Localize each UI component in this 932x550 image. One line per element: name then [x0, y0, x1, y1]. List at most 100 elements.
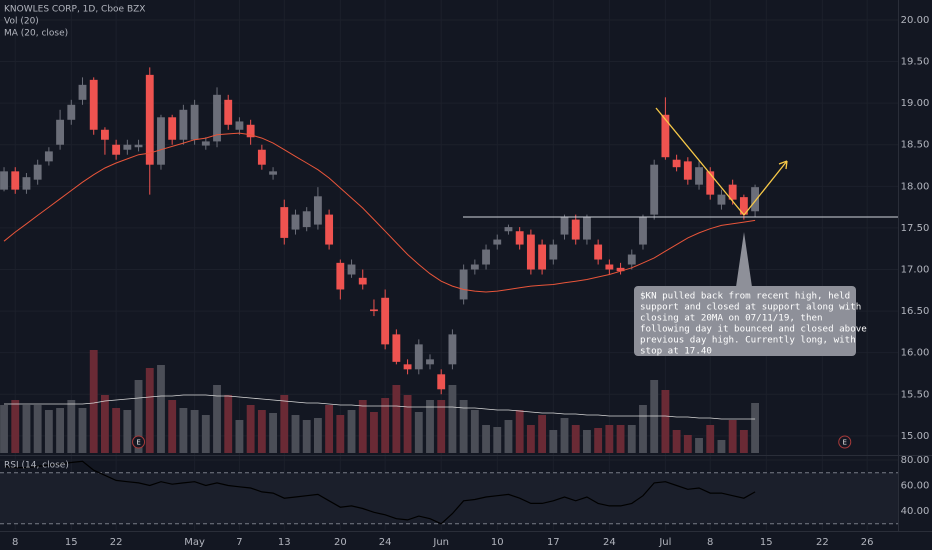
candle-body [134, 144, 143, 148]
candle-body [616, 267, 625, 272]
rsi-line [3, 460, 756, 525]
volume-bar [56, 408, 65, 453]
candle-body [11, 171, 20, 190]
volume-bar [414, 412, 423, 453]
annotation-line: support and closed at support along with [640, 302, 861, 313]
candle-body [381, 297, 390, 345]
x-tick-label: Jul [658, 537, 671, 548]
volume-bar [515, 410, 524, 453]
volume-bar [739, 430, 748, 453]
candle-body [504, 227, 513, 232]
volume-bar [78, 408, 87, 453]
candle-body [526, 234, 535, 270]
volume-bar [717, 440, 726, 453]
volume-bar [728, 420, 737, 453]
annotation-box [634, 286, 856, 356]
chart-title: KNOWLES CORP, 1D, Cboe BZX [4, 5, 145, 15]
volume-bar [280, 395, 289, 453]
rsi-tick-label: 80.00 [901, 455, 930, 466]
candle-body [0, 171, 8, 190]
candle-body [426, 359, 434, 365]
candle-body [728, 184, 737, 200]
y-tick-label: 16.50 [901, 306, 930, 317]
candle-body [280, 207, 289, 238]
candle-body [112, 144, 121, 155]
candle-body [695, 167, 703, 185]
candle-body [482, 249, 490, 265]
volume-bar [22, 405, 31, 453]
volume-bar [459, 400, 468, 453]
candle-body [583, 217, 591, 240]
rsi-band [0, 472, 898, 524]
volume-bar [571, 425, 580, 453]
volume-bar [145, 368, 154, 453]
earnings-label: E [136, 439, 140, 447]
volume-bar [583, 430, 591, 453]
volume-bar [325, 405, 334, 453]
volume-bar [392, 385, 401, 453]
annotation-line: following day it bounced and closed abov… [640, 324, 867, 335]
candle-body [33, 164, 42, 180]
y-tick-label: 18.00 [901, 181, 930, 192]
candle-body [560, 217, 569, 235]
volume-bar [11, 400, 20, 453]
ma-line [3, 132, 756, 293]
x-tick-label: 22 [110, 537, 123, 548]
rsi-label: RSI (14, close) [4, 461, 69, 471]
candle-body [717, 194, 726, 205]
candle-body [56, 119, 65, 145]
x-tick-label: 8 [12, 537, 18, 548]
volume-bar [134, 380, 143, 453]
candle-body [414, 344, 423, 370]
volume-bar [605, 425, 614, 453]
candle-body [44, 151, 53, 162]
rsi-tick-label: 60.00 [901, 480, 930, 491]
candle-body [739, 197, 748, 215]
y-tick-label: 19.00 [901, 98, 930, 109]
candle-body [302, 211, 311, 228]
candle-body [179, 109, 188, 140]
candle-body [313, 196, 322, 225]
volume-bar [347, 410, 356, 453]
volume-bar [291, 415, 300, 453]
candle-body [89, 79, 98, 130]
candle-body [549, 244, 558, 260]
volume-bar [179, 408, 188, 453]
volume-bar [89, 350, 98, 453]
volume-bar [695, 438, 703, 453]
x-tick-label: 7 [236, 537, 242, 548]
candle-body [392, 334, 401, 362]
volume-bar [661, 390, 670, 453]
x-tick-label: 24 [379, 537, 392, 548]
annotation-line: closing at 20MA on 07/11/19, then [640, 313, 823, 324]
candle-body [437, 374, 446, 390]
volume-bar [751, 403, 760, 453]
x-tick-label: 15 [760, 537, 773, 548]
volume-bar [493, 427, 502, 453]
candle-body [291, 214, 300, 230]
volume-bar [594, 428, 603, 453]
volume-bar [44, 410, 53, 453]
candle-body [459, 269, 468, 300]
y-tick-label: 17.50 [901, 223, 930, 234]
candle-body [515, 231, 524, 245]
candle-body [325, 214, 334, 245]
candle-body [448, 334, 457, 365]
annotation: $KN pulled back from recent high, heldsu… [640, 291, 867, 357]
x-tick-label: 22 [816, 537, 829, 548]
candle-body [235, 121, 244, 130]
annotation-line: previous day high. Currently long, with [640, 335, 856, 346]
volume-bar [201, 415, 210, 453]
volume-bar [246, 405, 255, 453]
candle-body [168, 117, 177, 140]
volume-bar [370, 412, 378, 453]
annotation-line: stop at 17.40 [640, 346, 712, 357]
volume-bar [302, 420, 311, 453]
candle-body [157, 117, 165, 165]
candle-body [370, 309, 378, 312]
volume-bar [470, 410, 479, 453]
candle-body [751, 187, 760, 212]
volume-bar [157, 365, 165, 453]
